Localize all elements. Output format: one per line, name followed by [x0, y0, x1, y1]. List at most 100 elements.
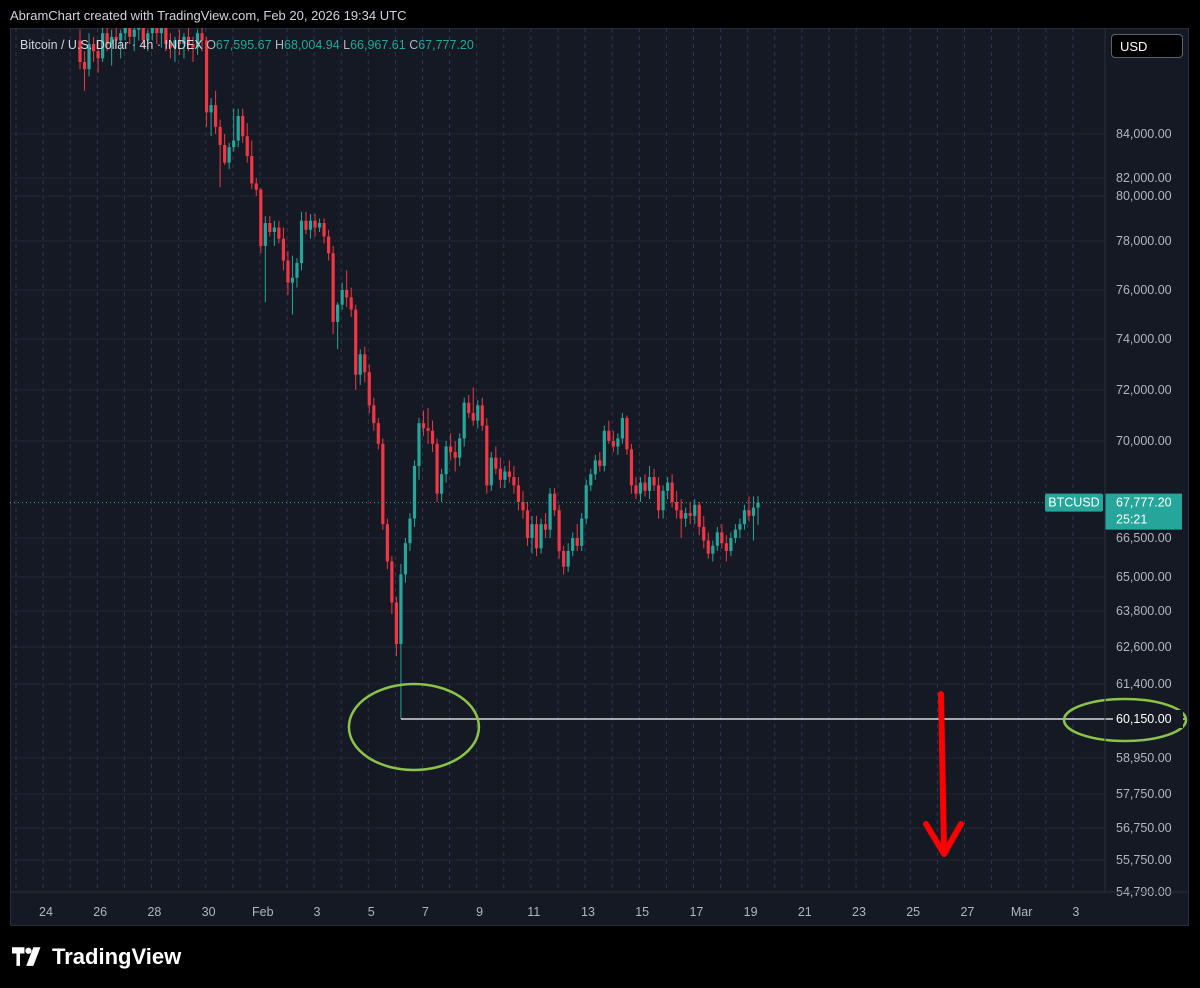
candle [340, 282, 344, 310]
candle [580, 513, 584, 551]
candle [82, 51, 87, 91]
candle-body [503, 471, 507, 480]
candle [110, 29, 114, 66]
candle-body [385, 524, 389, 562]
currency-button[interactable]: USD [1111, 34, 1183, 58]
candle [440, 468, 444, 502]
candle [675, 490, 679, 519]
candle [566, 543, 570, 572]
candle [629, 443, 634, 494]
candle-body [313, 220, 317, 228]
price-tick-label: 56,750.00 [1116, 821, 1172, 835]
candle-body [706, 540, 710, 554]
price-tick-label: 84,000.00 [1116, 127, 1172, 141]
candle [381, 438, 385, 530]
candle-body [530, 524, 534, 538]
candle [711, 540, 715, 562]
candle [589, 468, 593, 491]
candle [503, 465, 507, 489]
candle [516, 477, 521, 511]
candle [159, 28, 163, 48]
candle-body [87, 44, 91, 70]
candle-body [218, 126, 222, 145]
candle [593, 454, 597, 480]
candle-body [354, 309, 358, 375]
candle [263, 216, 267, 303]
candle [223, 134, 227, 165]
high-label: H [275, 38, 285, 52]
candle-body [376, 423, 380, 444]
candle-body [756, 502, 760, 508]
candle-body [602, 430, 606, 466]
candle-body [263, 223, 267, 246]
candle [430, 420, 435, 453]
price-chart[interactable]: 84,000.00 82,000.00 80,000.00 78,000.00 76,0… [10, 28, 1189, 926]
low-value: 66,967.61 [350, 38, 406, 52]
candle-body [449, 446, 453, 453]
tradingview-logo[interactable]: TradingView [12, 944, 181, 970]
candle-body [675, 501, 679, 511]
candle-body [512, 477, 516, 486]
candle-body [146, 33, 150, 41]
candle [241, 108, 245, 143]
time-tick-label: 3 [1072, 905, 1079, 919]
symbol-tag-bg [1045, 493, 1103, 512]
candle-body [711, 545, 715, 554]
candle [607, 420, 611, 444]
time-tick-label: 19 [744, 905, 758, 919]
annotation-arrow-down [923, 691, 964, 857]
candle [489, 452, 493, 491]
candle-body [119, 33, 123, 41]
candle [78, 29, 82, 70]
price-tick-label: 66,500.00 [1116, 531, 1172, 545]
candle [290, 255, 295, 315]
candle [449, 433, 453, 461]
candle-body [150, 28, 154, 34]
candle-body [471, 412, 475, 421]
candle [168, 33, 172, 59]
candle-body [394, 602, 398, 644]
candle [390, 556, 394, 614]
candle [417, 418, 421, 480]
candle-body [96, 51, 100, 59]
candle [575, 524, 579, 551]
tradingview-logo-text: TradingView [52, 944, 182, 969]
current-price-tag-bg [1105, 493, 1182, 530]
candle-body [430, 430, 435, 444]
price-tick-label: 62,600.00 [1116, 640, 1172, 654]
candle-body [440, 474, 444, 494]
candle-body [584, 485, 588, 519]
candle-body [543, 524, 548, 530]
candle-body [688, 513, 692, 516]
candle [525, 501, 530, 546]
time-tick-label: 23 [852, 905, 866, 919]
candle [620, 412, 624, 444]
candle [214, 90, 218, 134]
close-value: 67,777.20 [418, 38, 474, 52]
candle [363, 346, 367, 383]
time-tick-label: 7 [422, 905, 429, 919]
candle-body [629, 449, 634, 486]
candle-body [616, 438, 620, 447]
candle-body [164, 28, 168, 44]
candle-body [317, 223, 322, 228]
candle [670, 474, 674, 508]
candle-body [738, 524, 742, 530]
candle-body [525, 510, 530, 538]
candle-body [476, 405, 480, 421]
candle-body [363, 354, 367, 373]
tradingview-logo-icon [12, 947, 41, 966]
candle [562, 545, 566, 575]
candle [114, 28, 118, 48]
symbol-legend: Bitcoin / U.S. Dollar · 4h · INDEX O67,5… [20, 38, 474, 52]
candle-body [458, 438, 462, 458]
candle [173, 36, 177, 62]
candle-body [507, 471, 511, 478]
candle-body [299, 220, 304, 264]
candle-body [272, 227, 276, 232]
candle [756, 496, 760, 526]
candle-body [223, 145, 227, 163]
candle [385, 518, 389, 570]
candle [494, 446, 498, 475]
candle-body [195, 33, 200, 48]
